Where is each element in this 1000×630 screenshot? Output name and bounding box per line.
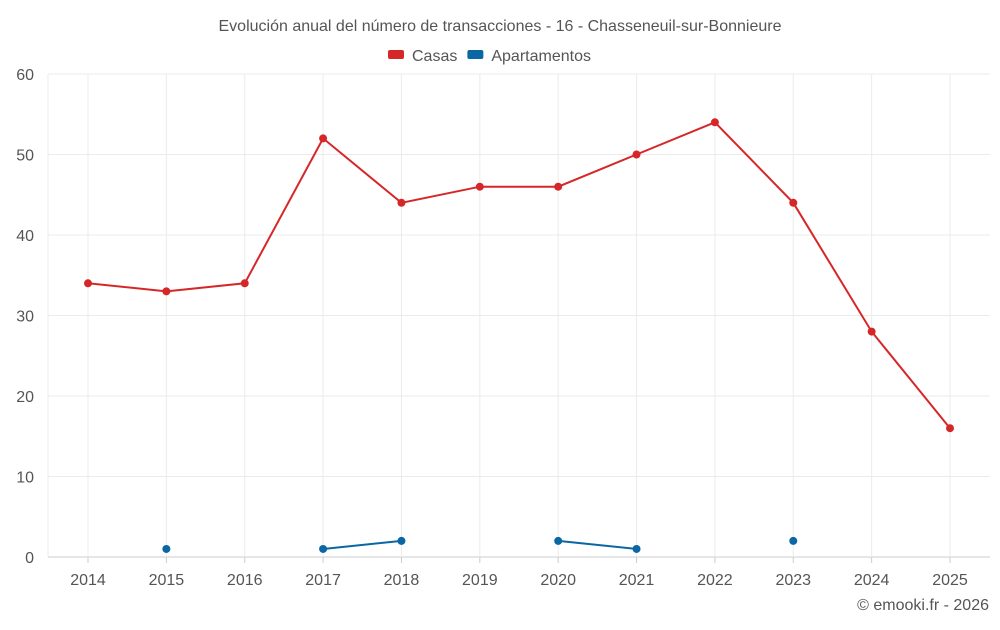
x-tick-label: 2014 xyxy=(70,572,106,589)
legend-label: Casas xyxy=(412,48,457,65)
point-casas xyxy=(84,279,92,288)
point-casas xyxy=(867,327,876,336)
x-tick-label: 2016 xyxy=(227,572,263,589)
point-apartamentos xyxy=(319,544,328,553)
point-casas xyxy=(554,182,563,191)
point-apartamentos xyxy=(397,536,406,545)
point-casas xyxy=(162,287,171,296)
point-casas xyxy=(319,134,328,143)
x-tick-label: 2019 xyxy=(462,572,498,589)
y-tick-label: 60 xyxy=(16,67,34,84)
point-casas xyxy=(710,118,719,127)
legend-label: Apartamentos xyxy=(491,48,591,65)
credit: © emooki.fr - 2026 xyxy=(857,597,989,614)
point-apartamentos xyxy=(632,544,641,553)
point-casas xyxy=(946,424,954,433)
y-tick-label: 30 xyxy=(16,309,34,326)
x-tick-label: 2022 xyxy=(697,572,733,589)
x-tick-label: 2017 xyxy=(305,572,341,589)
x-tick-label: 2015 xyxy=(149,572,185,589)
y-tick-label: 0 xyxy=(25,550,34,567)
line-apartamentos xyxy=(558,539,637,550)
x-tick-label: 2023 xyxy=(775,572,811,589)
y-tick-label: 50 xyxy=(16,148,34,165)
x-tick-label: 2020 xyxy=(540,572,576,589)
legend: Casas Apartamentos xyxy=(388,48,591,65)
line-apartamentos xyxy=(322,539,402,550)
y-tick-label: 10 xyxy=(16,470,34,487)
point-casas xyxy=(397,198,406,207)
x-tick-label: 2018 xyxy=(384,572,420,589)
chart-title: Evolución anual del número de transaccio… xyxy=(219,18,782,35)
y-tick-label: 20 xyxy=(16,389,34,406)
grid xyxy=(47,73,990,558)
series xyxy=(84,118,954,553)
point-apartamentos xyxy=(789,536,798,545)
legend-swatch xyxy=(467,50,484,59)
point-casas xyxy=(240,279,249,288)
legend-swatch xyxy=(388,50,404,59)
x-tick-label: 2021 xyxy=(619,572,655,589)
point-casas xyxy=(475,182,484,191)
axes: 0 10 20 30 40 50 60 2014 2015 2016 2017 2018 2019 202… xyxy=(16,67,968,589)
point-casas xyxy=(789,198,798,207)
point-apartamentos xyxy=(162,544,171,553)
point-casas xyxy=(632,150,641,159)
point-apartamentos xyxy=(554,536,563,545)
line-casas xyxy=(87,121,951,429)
y-tick-label: 40 xyxy=(16,228,34,245)
x-tick-label: 2025 xyxy=(932,572,968,589)
x-tick-label: 2024 xyxy=(854,572,890,589)
